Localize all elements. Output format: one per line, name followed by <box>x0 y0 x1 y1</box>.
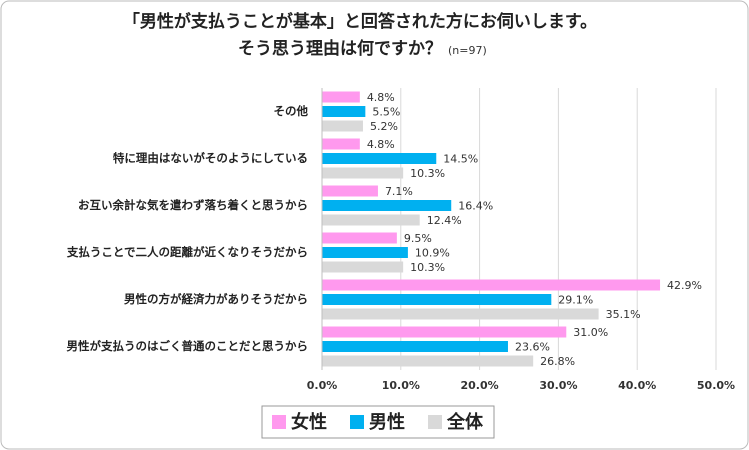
y-tick-label: お互い余計な気を遣わず落ち着くと思うから <box>78 198 308 212</box>
value-label: 4.8% <box>367 138 395 151</box>
value-label: 5.2% <box>370 120 398 133</box>
y-tick-label: 支払うことで二人の距離が近くなりそうだから <box>66 245 308 259</box>
x-tick-label: 20.0% <box>461 379 499 392</box>
bar <box>322 247 408 258</box>
legend-label: 男性 <box>369 411 405 433</box>
y-tick-label: その他 <box>274 104 309 118</box>
value-label: 4.8% <box>367 91 395 104</box>
value-label: 7.1% <box>385 185 413 198</box>
legend-swatch <box>272 415 286 429</box>
value-label: 10.9% <box>415 247 450 260</box>
x-tick-label: 50.0% <box>697 379 735 392</box>
bar <box>322 308 599 320</box>
bar <box>322 120 363 132</box>
value-label: 12.4% <box>427 214 462 227</box>
y-tick-label: 男性が支払うのはごく普通のことだと思うから <box>67 339 309 353</box>
value-label: 26.8% <box>540 355 575 368</box>
chart-subtitle: (n=97) <box>448 44 487 57</box>
bar <box>322 279 661 291</box>
x-tick-label: 30.0% <box>539 379 577 392</box>
value-label: 42.9% <box>667 279 702 292</box>
value-label: 10.3% <box>410 261 445 274</box>
bar <box>322 185 378 197</box>
y-tick-label: 男性の方が経済力がありそうだから <box>124 292 308 306</box>
bar <box>322 341 508 352</box>
bar <box>322 355 534 367</box>
legend-label: 女性 <box>291 411 327 433</box>
value-label: 16.4% <box>458 200 493 213</box>
bar <box>322 214 420 226</box>
bar <box>322 138 360 150</box>
bar <box>322 106 366 117</box>
value-label: 9.5% <box>404 232 432 245</box>
bar <box>322 232 397 244</box>
value-label: 5.5% <box>372 106 400 119</box>
bar <box>322 326 567 338</box>
chart-title: そう思う理由は何ですか？ <box>238 38 442 59</box>
value-label: 23.6% <box>515 341 550 354</box>
chart-title: 「男性が支払うことが基本」と回答された方にお伺いします。 <box>123 11 597 32</box>
bar <box>322 167 404 179</box>
x-tick-label: 0.0% <box>307 379 338 392</box>
legend-box <box>261 405 495 439</box>
x-tick-label: 10.0% <box>382 379 420 392</box>
value-label: 10.3% <box>410 167 445 180</box>
y-tick-label: 特に理由はないがそのようにしている <box>113 151 308 165</box>
value-label: 29.1% <box>558 294 593 307</box>
value-label: 31.0% <box>573 326 608 339</box>
value-label: 14.5% <box>443 153 478 166</box>
value-label: 35.1% <box>606 308 641 321</box>
bar <box>322 261 404 273</box>
bar <box>322 91 360 103</box>
x-tick-label: 40.0% <box>618 379 656 392</box>
bar <box>322 294 552 305</box>
bar <box>322 200 452 211</box>
legend-label: 全体 <box>446 411 484 433</box>
legend-swatch <box>350 415 364 429</box>
bar <box>322 153 437 164</box>
legend-swatch <box>428 415 442 429</box>
